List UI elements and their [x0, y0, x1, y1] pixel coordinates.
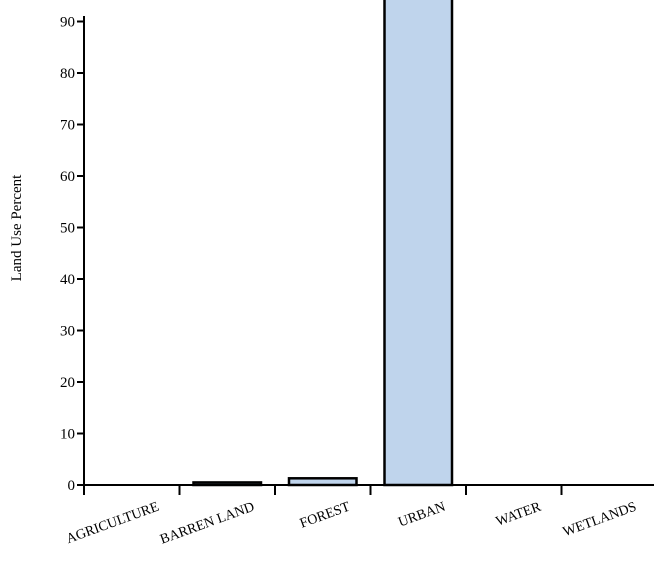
y-tick-label: 40	[60, 272, 75, 288]
y-tick-label: 0	[68, 478, 76, 494]
y-tick-label: 90	[60, 15, 75, 31]
bars-group	[192, 0, 454, 487]
y-tick-label: 80	[60, 66, 75, 82]
y-tick-label: 70	[60, 118, 75, 134]
bar-forest	[287, 477, 358, 487]
y-tick-label: 60	[60, 169, 75, 185]
y-tick-label: 20	[60, 375, 75, 391]
x-category-label: URBAN	[396, 500, 447, 531]
y-axis-title: Land Use Percent	[9, 174, 25, 281]
x-category-label: BARREN LAND	[158, 500, 256, 548]
x-category-label: AGRICULTURE	[64, 500, 161, 547]
y-tick-label: 10	[60, 427, 75, 443]
y-tick-label: 30	[60, 324, 75, 340]
x-category-label: FOREST	[298, 500, 353, 532]
x-category-label: WATER	[494, 499, 544, 529]
x-category-label: WETLANDS	[561, 500, 638, 540]
y-tick-label: 50	[60, 221, 75, 237]
y-axis: 0 10 20 30 40 50 60 70 80 90	[60, 15, 85, 494]
bar-urban	[383, 0, 454, 487]
